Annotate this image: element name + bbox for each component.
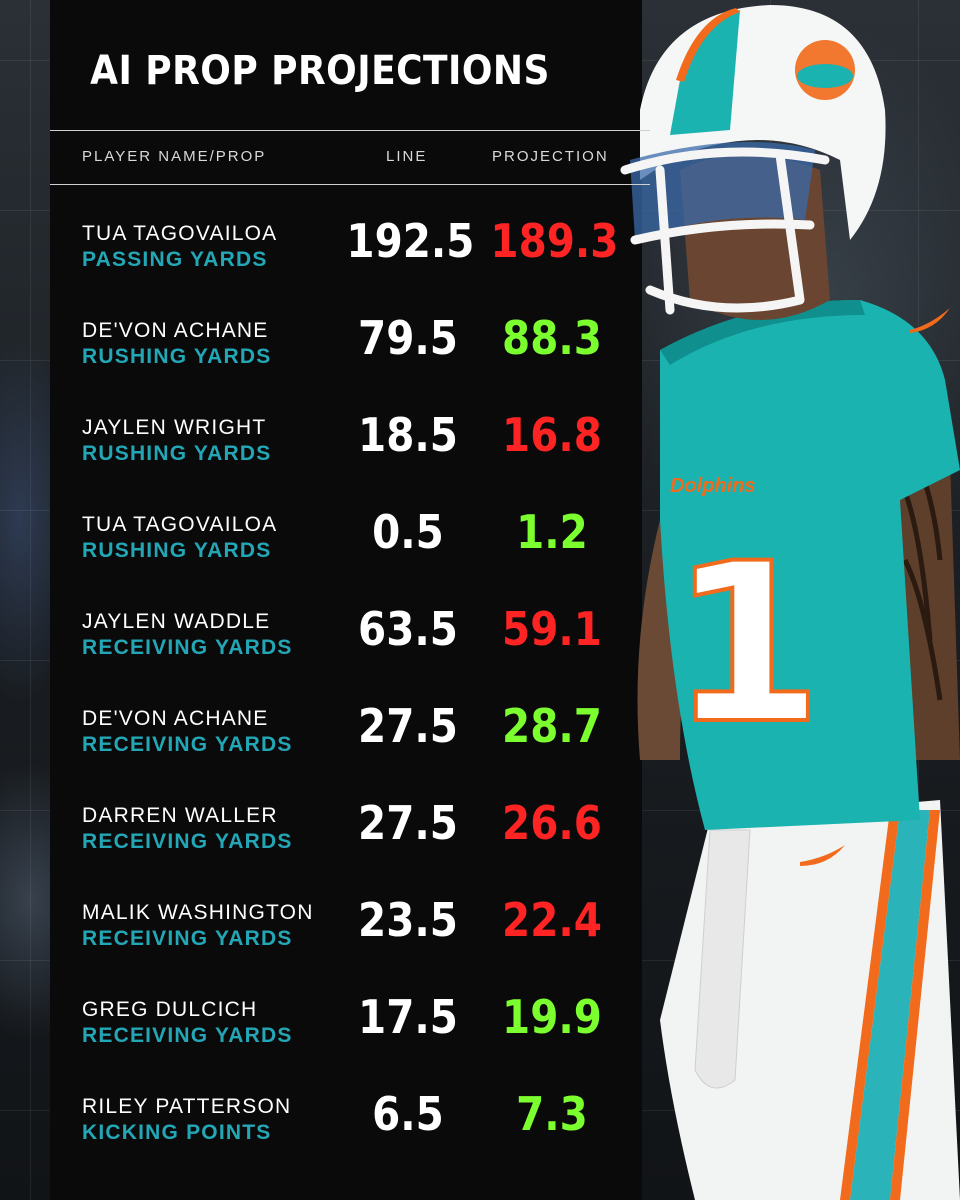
table-row: MALIK WASHINGTON RECEIVING YARDS 23.5 22… bbox=[0, 893, 640, 991]
projection-value: 26.6 bbox=[502, 796, 602, 850]
line-value: 27.5 bbox=[358, 796, 458, 850]
visor bbox=[630, 142, 815, 240]
jersey-number: 1 bbox=[670, 516, 823, 772]
pants-stripe bbox=[850, 810, 930, 1200]
line-value: 23.5 bbox=[358, 893, 458, 947]
projection-value: 88.3 bbox=[502, 311, 602, 365]
prop-type: RECEIVING YARDS bbox=[82, 830, 293, 853]
table-row: GREG DULCICH RECEIVING YARDS 17.5 19.9 bbox=[0, 990, 640, 1088]
page-title: AI PROP PROJECTIONS bbox=[90, 48, 550, 94]
towel bbox=[694, 829, 751, 1089]
line-value: 79.5 bbox=[358, 311, 458, 365]
table-row: TUA TAGOVAILOA RUSHING YARDS 0.5 1.2 bbox=[0, 505, 640, 603]
prop-type: RECEIVING YARDS bbox=[82, 636, 293, 659]
line-value: 18.5 bbox=[358, 408, 458, 462]
jersey bbox=[660, 300, 960, 830]
swoosh-icon bbox=[800, 845, 845, 866]
prop-type: RUSHING YARDS bbox=[82, 345, 272, 368]
table-row: TUA TAGOVAILOA PASSING YARDS 192.5 189.3 bbox=[0, 214, 640, 312]
line-value: 6.5 bbox=[372, 1087, 444, 1141]
line-value: 192.5 bbox=[346, 214, 475, 268]
line-value: 27.5 bbox=[358, 699, 458, 753]
projection-value: 16.8 bbox=[502, 408, 602, 462]
divider bbox=[50, 184, 650, 185]
projection-value: 7.3 bbox=[516, 1087, 588, 1141]
table-row: DE'VON ACHANE RUSHING YARDS 79.5 88.3 bbox=[0, 311, 640, 409]
facemask bbox=[620, 147, 830, 315]
projection-value: 59.1 bbox=[502, 602, 602, 656]
helmet-stripe bbox=[670, 10, 740, 135]
table-row: JAYLEN WRIGHT RUSHING YARDS 18.5 16.8 bbox=[0, 408, 640, 506]
line-value: 17.5 bbox=[358, 990, 458, 1044]
table-row: JAYLEN WADDLE RECEIVING YARDS 63.5 59.1 bbox=[0, 602, 640, 700]
player-name: DE'VON ACHANE bbox=[82, 319, 269, 342]
table-row: DARREN WALLER RECEIVING YARDS 27.5 26.6 bbox=[0, 796, 640, 894]
line-value: 0.5 bbox=[372, 505, 444, 559]
prop-type: KICKING POINTS bbox=[82, 1121, 272, 1144]
projection-value: 28.7 bbox=[502, 699, 602, 753]
player-name: RILEY PATTERSON bbox=[82, 1095, 292, 1118]
header-projection: PROJECTION bbox=[492, 148, 609, 165]
player-illustration: Dolphins 1 bbox=[620, 5, 960, 1200]
projections-panel bbox=[50, 0, 642, 1200]
prop-type: RUSHING YARDS bbox=[82, 539, 272, 562]
header-player: PLAYER NAME/PROP bbox=[82, 148, 267, 165]
player-name: JAYLEN WRIGHT bbox=[82, 416, 267, 439]
projection-value: 1.2 bbox=[516, 505, 588, 559]
player-name: TUA TAGOVAILOA bbox=[82, 513, 278, 536]
player-name: JAYLEN WADDLE bbox=[82, 610, 271, 633]
table-row: RILEY PATTERSON KICKING POINTS 6.5 7.3 bbox=[0, 1087, 640, 1185]
line-value: 63.5 bbox=[358, 602, 458, 656]
player-name: GREG DULCICH bbox=[82, 998, 258, 1021]
prop-type: PASSING YARDS bbox=[82, 248, 268, 271]
jersey-team: Dolphins bbox=[670, 475, 756, 497]
dolphin-logo-icon bbox=[795, 40, 855, 100]
projection-value: 19.9 bbox=[502, 990, 602, 1044]
player-name: MALIK WASHINGTON bbox=[82, 901, 314, 924]
swoosh-icon bbox=[910, 308, 950, 333]
player-name: DE'VON ACHANE bbox=[82, 707, 269, 730]
prop-type: RECEIVING YARDS bbox=[82, 1024, 293, 1047]
projection-value: 22.4 bbox=[502, 893, 602, 947]
prop-type: RUSHING YARDS bbox=[82, 442, 272, 465]
player-name: TUA TAGOVAILOA bbox=[82, 222, 278, 245]
header-line: LINE bbox=[386, 148, 428, 165]
player-name: DARREN WALLER bbox=[82, 804, 278, 827]
projection-value: 189.3 bbox=[490, 214, 619, 268]
prop-type: RECEIVING YARDS bbox=[82, 733, 293, 756]
divider bbox=[50, 130, 650, 131]
table-row: DE'VON ACHANE RECEIVING YARDS 27.5 28.7 bbox=[0, 699, 640, 797]
prop-type: RECEIVING YARDS bbox=[82, 927, 293, 950]
